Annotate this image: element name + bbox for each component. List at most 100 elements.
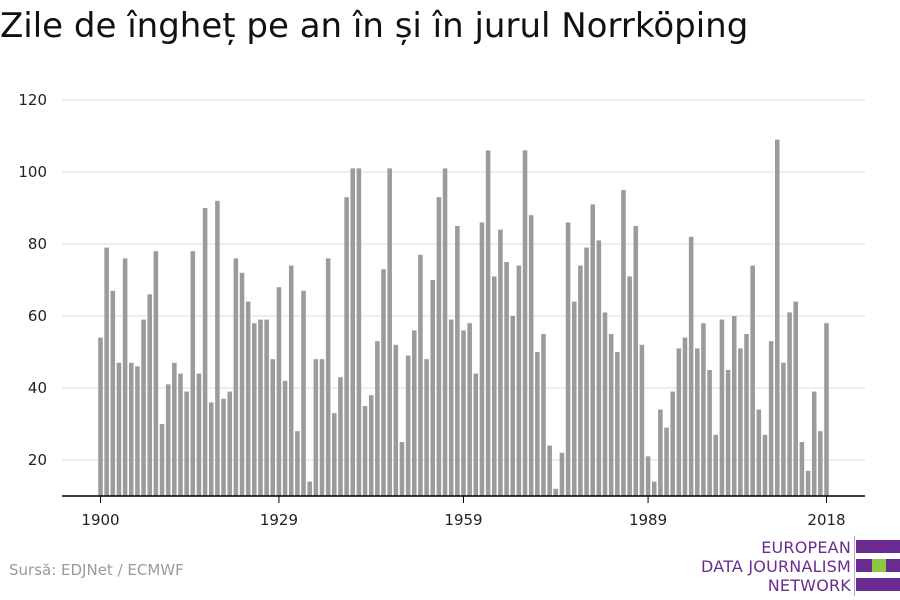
bar <box>202 208 208 496</box>
bar <box>159 424 165 496</box>
bar <box>393 344 399 496</box>
bar <box>510 316 515 496</box>
bar <box>535 352 540 496</box>
bar <box>781 362 786 496</box>
y-tick-label: 100 <box>18 163 47 181</box>
bar <box>811 391 817 496</box>
bar <box>172 362 177 496</box>
bar <box>762 434 768 496</box>
bar <box>319 359 325 496</box>
bar <box>596 240 602 496</box>
bar <box>325 258 331 496</box>
bar <box>178 373 183 496</box>
logo-line-european: EUROPEAN <box>761 538 851 557</box>
bar <box>682 337 688 496</box>
bar <box>473 373 479 496</box>
y-tick-label: 120 <box>18 91 47 109</box>
bar <box>719 319 725 496</box>
bar <box>756 409 762 496</box>
bar <box>590 204 595 496</box>
bar <box>196 373 202 496</box>
bar <box>547 445 552 496</box>
bar <box>738 348 743 496</box>
bar <box>633 226 639 496</box>
bar <box>424 359 429 496</box>
bar <box>522 150 528 496</box>
bar <box>430 280 436 496</box>
y-tick-label: 20 <box>28 451 47 469</box>
bar <box>688 236 694 497</box>
bar <box>147 294 152 496</box>
logo-line-network: NETWORK <box>767 576 851 595</box>
y-tick-label: 80 <box>28 235 47 253</box>
bar <box>104 247 109 496</box>
bar <box>541 334 546 496</box>
bar <box>141 319 146 496</box>
bar <box>670 391 675 496</box>
bar <box>208 402 214 496</box>
edjnet-logo: EUROPEAN DATA JOURNALISM NETWORK <box>700 536 900 596</box>
bar <box>645 456 651 496</box>
bar <box>387 168 392 496</box>
bar <box>584 247 589 496</box>
bar <box>701 323 706 496</box>
bar <box>252 323 257 496</box>
x-tick-label: 2018 <box>807 511 845 529</box>
bar <box>399 442 405 496</box>
bar <box>695 348 700 496</box>
bar <box>270 359 276 496</box>
bar <box>381 269 386 496</box>
bar <box>436 197 442 496</box>
bar <box>528 215 534 496</box>
bar <box>288 265 294 496</box>
x-tick-label: 1929 <box>260 511 298 529</box>
bar <box>516 265 522 496</box>
bar <box>418 254 423 496</box>
bar <box>245 301 251 496</box>
bar <box>221 398 226 496</box>
bar <box>651 481 657 496</box>
bar <box>375 341 380 496</box>
bar <box>190 251 196 496</box>
bar <box>491 276 497 496</box>
bar <box>135 366 140 496</box>
bar <box>461 330 466 496</box>
bar <box>313 359 319 496</box>
bar <box>184 391 189 496</box>
bar <box>122 258 128 496</box>
bar <box>707 370 712 496</box>
logo-bar-top <box>856 540 900 553</box>
bar <box>639 344 645 496</box>
bar <box>128 362 134 496</box>
bar <box>239 272 245 496</box>
bar <box>553 488 559 496</box>
bar <box>621 190 626 496</box>
logo-bar-middle <box>856 559 900 572</box>
bar <box>725 370 731 496</box>
bar <box>362 406 368 496</box>
logo-divider <box>854 536 855 596</box>
bar <box>750 265 755 496</box>
bar <box>744 334 749 496</box>
bar <box>442 168 448 496</box>
bar <box>338 377 343 496</box>
bar <box>504 262 509 496</box>
bar <box>627 276 632 496</box>
bar <box>295 431 300 496</box>
logo-line-data-journalism: DATA JOURNALISM <box>701 557 851 576</box>
bar <box>332 413 337 496</box>
bar <box>276 287 282 496</box>
x-tick-label: 1959 <box>444 511 482 529</box>
bar <box>578 265 583 496</box>
bar <box>485 150 491 496</box>
bar <box>824 323 829 496</box>
bar <box>608 334 614 496</box>
y-tick-label: 40 <box>28 379 47 397</box>
bar <box>602 312 608 496</box>
bar <box>793 301 799 496</box>
bar <box>805 470 811 496</box>
bar <box>664 427 669 496</box>
bar <box>768 341 774 496</box>
bar <box>153 251 159 496</box>
source-note: Sursă: EDJNet / ECMWF <box>9 561 184 579</box>
